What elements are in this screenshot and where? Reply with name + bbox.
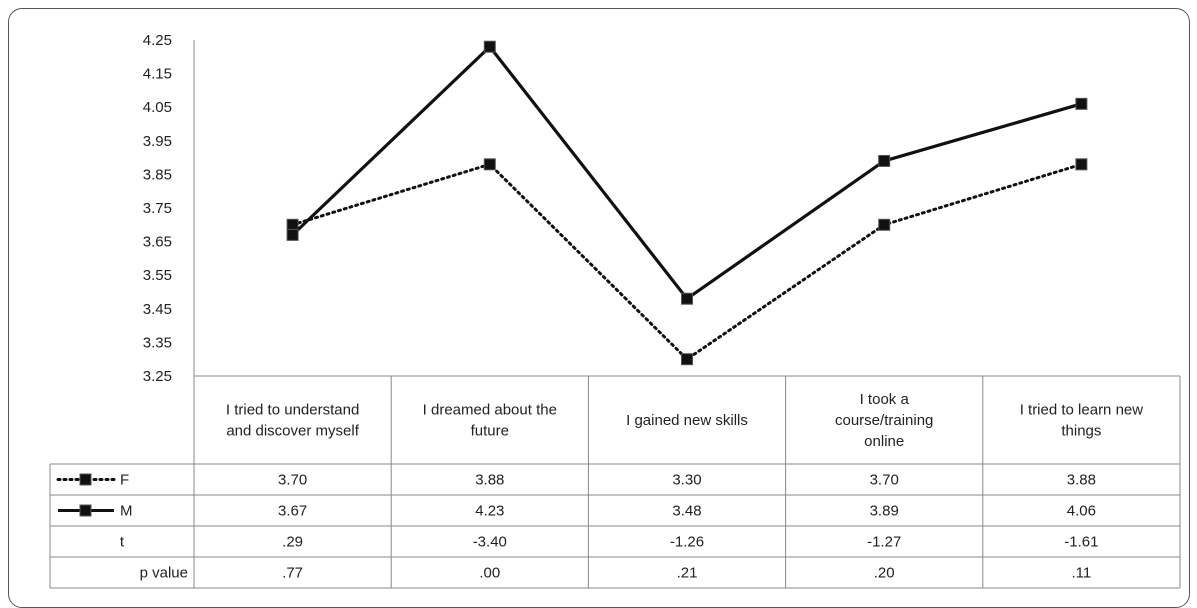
series-line-F	[291, 162, 1083, 362]
data-table-cell: 3.48	[672, 503, 701, 520]
x-category-label: I tried to understand	[226, 402, 359, 419]
data-table-cell: 3.70	[870, 472, 899, 489]
legend-label: F	[120, 472, 129, 489]
series-line-M	[291, 44, 1082, 301]
x-category-label: I took a	[860, 391, 910, 408]
y-tick-label: 3.95	[143, 133, 172, 150]
x-category-label: I gained new skills	[626, 412, 748, 429]
x-category-label: I dreamed about the	[423, 402, 557, 419]
data-table-cell: -1.61	[1064, 534, 1098, 551]
data-table-cell: .11	[1072, 565, 1092, 582]
series-marker-F	[878, 218, 891, 231]
chart-frame	[8, 8, 1190, 608]
data-table-cell: 3.67	[278, 503, 307, 520]
legend-label: M	[120, 503, 133, 520]
data-table-cell: 3.30	[672, 472, 701, 489]
series-marker-F	[1075, 158, 1088, 171]
y-tick-label: 3.45	[143, 301, 172, 318]
data-table-cell: -1.26	[670, 534, 704, 551]
series-marker-F	[483, 158, 496, 171]
data-table-cell: 4.23	[475, 503, 504, 520]
data-table-cell: .29	[282, 534, 303, 551]
data-table-cell: 3.88	[475, 472, 504, 489]
legend-key-marker-F	[79, 473, 92, 486]
x-category-label: I tried to learn new	[1020, 402, 1144, 419]
y-tick-label: 3.65	[143, 234, 172, 251]
row-header-label: t	[120, 534, 125, 551]
y-tick-label: 3.85	[143, 166, 172, 183]
data-table-cell: .00	[479, 565, 500, 582]
data-table-cell: .77	[282, 565, 303, 582]
data-table-cell: 4.06	[1067, 503, 1096, 520]
x-category-label: future	[471, 423, 509, 440]
data-table-cell: 3.88	[1067, 472, 1096, 489]
y-tick-label: 3.35	[143, 334, 172, 351]
data-table-cell: -1.27	[867, 534, 901, 551]
data-table-cell: .21	[677, 565, 698, 582]
series-marker-M	[878, 154, 891, 167]
data-table-cell: 3.70	[278, 472, 307, 489]
series-marker-M	[1075, 97, 1088, 110]
legend-key-marker-M	[79, 504, 92, 517]
series-marker-F	[286, 218, 299, 231]
series-marker-M	[286, 228, 299, 241]
data-table-cell: -3.40	[473, 534, 507, 551]
row-header-label: p value	[140, 565, 188, 582]
y-tick-label: 3.25	[143, 368, 172, 385]
x-category-label: and discover myself	[226, 423, 359, 440]
y-tick-label: 4.25	[143, 32, 172, 49]
y-tick-label: 3.55	[143, 267, 172, 284]
series-marker-F	[681, 353, 693, 366]
data-table-cell: .20	[874, 565, 895, 582]
y-tick-label: 4.15	[143, 66, 172, 83]
x-category-label: things	[1061, 423, 1101, 440]
y-tick-label: 3.75	[143, 200, 172, 217]
data-table-cell: 3.89	[870, 503, 899, 520]
series-marker-M	[483, 40, 496, 53]
x-category-label: course/training	[835, 412, 933, 429]
x-category-label: online	[864, 433, 904, 450]
y-tick-label: 4.05	[143, 99, 172, 116]
series-marker-M	[681, 292, 693, 305]
